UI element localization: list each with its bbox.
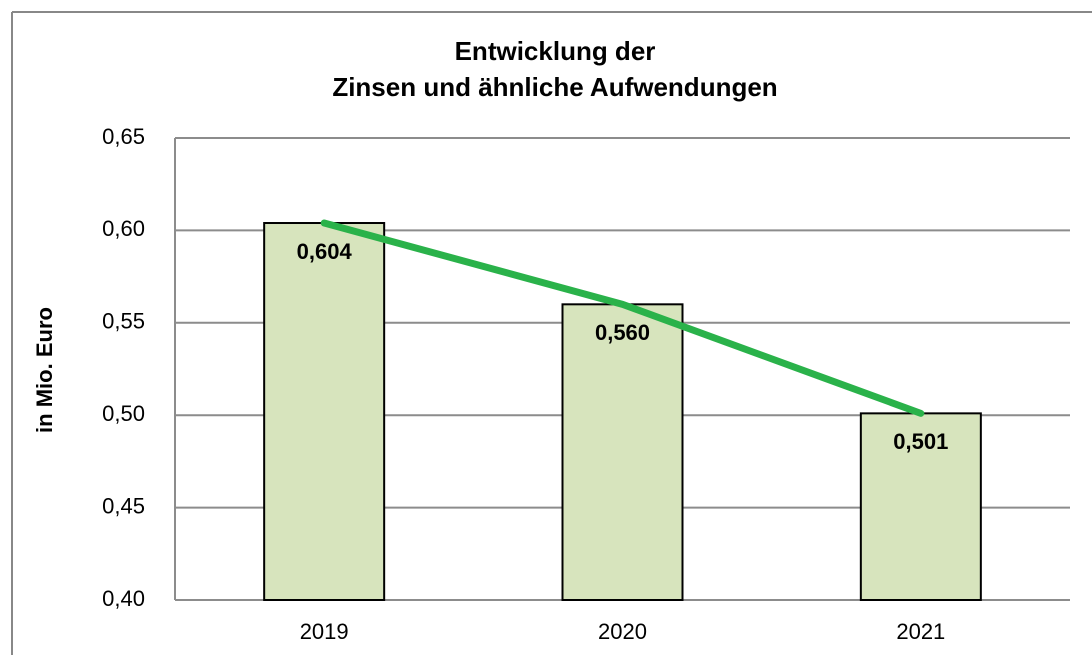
- trend-line: [320, 219, 925, 417]
- y-axis-label: in Mio. Euro: [32, 307, 57, 433]
- y-tick-label: 0,50: [102, 401, 145, 426]
- y-tick-label: 0,40: [102, 586, 145, 611]
- value-label: 0,560: [595, 320, 650, 345]
- value-label: 0,501: [893, 429, 948, 454]
- x-tick-label: 2020: [598, 619, 647, 644]
- bar: [561, 303, 684, 601]
- x-tick-label: 2021: [896, 619, 945, 644]
- y-tick-label: 0,55: [102, 309, 145, 334]
- chart-title: Zinsen und ähnliche Aufwendungen: [332, 72, 777, 102]
- bar: [859, 412, 982, 601]
- x-tick-label: 2019: [300, 619, 349, 644]
- value-label: 0,604: [297, 239, 353, 264]
- y-tick-label: 0,45: [102, 493, 145, 518]
- y-tick-label: 0,65: [102, 124, 145, 149]
- bar: [263, 222, 386, 601]
- chart-title: Entwicklung der: [455, 36, 656, 66]
- y-tick-label: 0,60: [102, 216, 145, 241]
